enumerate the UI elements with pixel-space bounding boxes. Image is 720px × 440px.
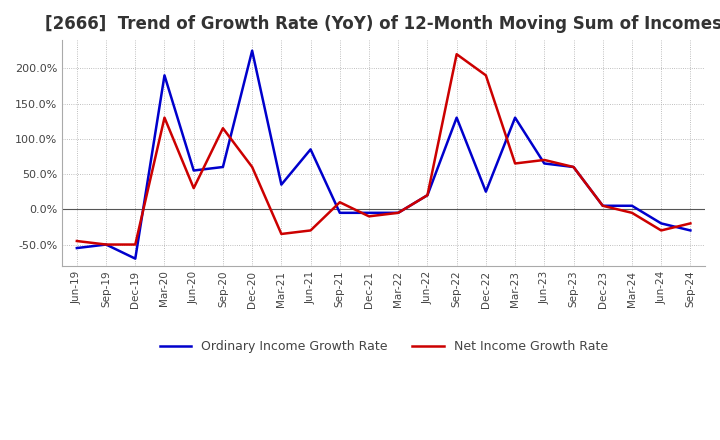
- Line: Net Income Growth Rate: Net Income Growth Rate: [77, 54, 690, 245]
- Ordinary Income Growth Rate: [482, 189, 490, 194]
- Net Income Growth Rate: [394, 210, 402, 216]
- Net Income Growth Rate: [189, 186, 198, 191]
- Ordinary Income Growth Rate: [365, 210, 374, 216]
- Ordinary Income Growth Rate: [248, 48, 256, 53]
- Ordinary Income Growth Rate: [306, 147, 315, 152]
- Ordinary Income Growth Rate: [657, 221, 665, 226]
- Net Income Growth Rate: [365, 214, 374, 219]
- Ordinary Income Growth Rate: [160, 73, 168, 78]
- Net Income Growth Rate: [160, 115, 168, 120]
- Net Income Growth Rate: [657, 228, 665, 233]
- Net Income Growth Rate: [510, 161, 519, 166]
- Net Income Growth Rate: [686, 221, 695, 226]
- Net Income Growth Rate: [598, 203, 607, 209]
- Ordinary Income Growth Rate: [277, 182, 286, 187]
- Net Income Growth Rate: [73, 238, 81, 244]
- Net Income Growth Rate: [248, 165, 256, 170]
- Ordinary Income Growth Rate: [102, 242, 110, 247]
- Net Income Growth Rate: [219, 125, 228, 131]
- Net Income Growth Rate: [306, 228, 315, 233]
- Ordinary Income Growth Rate: [570, 165, 578, 170]
- Net Income Growth Rate: [452, 51, 461, 57]
- Title: [2666]  Trend of Growth Rate (YoY) of 12-Month Moving Sum of Incomes: [2666] Trend of Growth Rate (YoY) of 12-…: [45, 15, 720, 33]
- Ordinary Income Growth Rate: [598, 203, 607, 209]
- Ordinary Income Growth Rate: [219, 165, 228, 170]
- Ordinary Income Growth Rate: [510, 115, 519, 120]
- Net Income Growth Rate: [423, 193, 432, 198]
- Ordinary Income Growth Rate: [131, 256, 140, 261]
- Net Income Growth Rate: [336, 200, 344, 205]
- Net Income Growth Rate: [628, 210, 636, 216]
- Net Income Growth Rate: [277, 231, 286, 237]
- Ordinary Income Growth Rate: [73, 246, 81, 251]
- Net Income Growth Rate: [131, 242, 140, 247]
- Ordinary Income Growth Rate: [189, 168, 198, 173]
- Ordinary Income Growth Rate: [628, 203, 636, 209]
- Ordinary Income Growth Rate: [452, 115, 461, 120]
- Net Income Growth Rate: [482, 73, 490, 78]
- Legend: Ordinary Income Growth Rate, Net Income Growth Rate: Ordinary Income Growth Rate, Net Income …: [155, 335, 613, 358]
- Line: Ordinary Income Growth Rate: Ordinary Income Growth Rate: [77, 51, 690, 259]
- Net Income Growth Rate: [570, 165, 578, 170]
- Net Income Growth Rate: [540, 158, 549, 163]
- Net Income Growth Rate: [102, 242, 110, 247]
- Ordinary Income Growth Rate: [540, 161, 549, 166]
- Ordinary Income Growth Rate: [423, 193, 432, 198]
- Ordinary Income Growth Rate: [686, 228, 695, 233]
- Ordinary Income Growth Rate: [336, 210, 344, 216]
- Ordinary Income Growth Rate: [394, 210, 402, 216]
